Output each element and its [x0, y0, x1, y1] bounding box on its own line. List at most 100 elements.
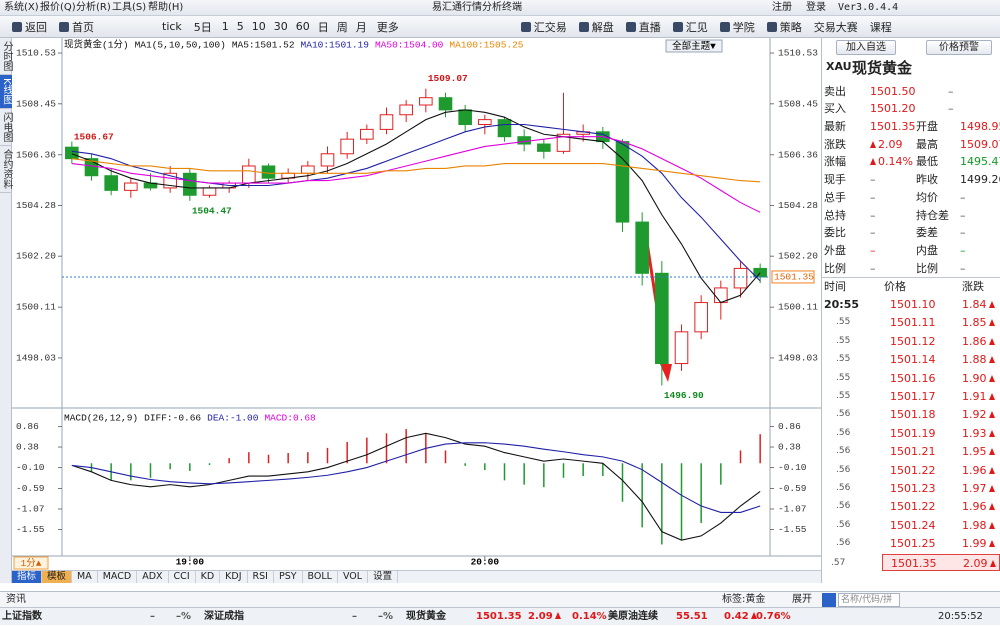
candle-body	[379, 114, 394, 130]
side-tab[interactable]: K线图	[0, 75, 12, 109]
toolbar-button[interactable]: 更多	[371, 19, 405, 35]
tick-time: 20:55	[824, 298, 860, 311]
toolbar-button[interactable]: 课程	[864, 19, 898, 35]
tick-price: 1501.19	[890, 426, 936, 440]
side-tab[interactable]: 分时图	[0, 38, 12, 75]
candle-body	[655, 272, 669, 365]
quote-value: –	[960, 261, 966, 275]
toolbar-label: 交易大赛	[813, 20, 858, 34]
toolbar-button[interactable]: 策略	[761, 19, 808, 35]
indicator-tab[interactable]: PSY	[274, 571, 303, 583]
candle-body	[615, 141, 630, 223]
toolbar-label: 解盘	[591, 20, 614, 34]
indicator-tab[interactable]: MA	[72, 571, 98, 583]
x-tick-label: 19:00	[176, 557, 205, 568]
y-tick-label-right: -0.59	[778, 483, 807, 494]
current-price-label: 1501.35	[774, 271, 814, 282]
indicator-tab[interactable]: KDJ	[220, 571, 248, 583]
tick-price: 1501.23	[890, 482, 936, 495]
quote-label: 外盘	[824, 243, 846, 257]
toolbar-button[interactable]: 学院	[714, 19, 761, 35]
tick-price: 1501.18	[890, 408, 936, 422]
toolbar-button[interactable]: 汇交易	[515, 19, 573, 35]
toolbar-button[interactable]: 5日	[188, 19, 218, 35]
toolbar-button[interactable]: 汇见	[667, 19, 714, 35]
quote-value: –	[870, 173, 876, 187]
ticker-value: 0.42	[724, 608, 757, 626]
toolbar-button[interactable]: 日	[314, 19, 333, 35]
toolbar-label: 更多	[376, 20, 399, 34]
candle-body	[261, 165, 276, 179]
period-label[interactable]: 1分▲	[21, 558, 42, 569]
y-tick-label: 1506.36	[16, 149, 56, 160]
ma-line	[71, 158, 761, 183]
toolbar-button[interactable]: 直播	[620, 19, 667, 35]
tick-change: 1.85	[962, 314, 995, 332]
expand-button[interactable]: 展开	[792, 594, 812, 605]
legend-entry: MA10:1501.19	[301, 40, 370, 51]
candle-body	[674, 331, 689, 365]
period-button[interactable]	[13, 556, 49, 570]
tick-time: .55	[836, 354, 851, 365]
y-tick-label: 1498.03	[16, 352, 56, 363]
toolbar-button[interactable]: 1	[218, 20, 233, 33]
menu-item[interactable]: 工具(S)	[112, 2, 147, 13]
tick-price: 1501.21	[890, 445, 936, 459]
indicator-tab[interactable]: MACD	[98, 571, 138, 583]
toolbar-button[interactable]: 首页	[53, 19, 100, 35]
toolbar-button[interactable]: 解盘	[573, 19, 620, 35]
indicator-tab[interactable]: 模板	[42, 571, 73, 583]
toolbar-label: 首页	[72, 20, 94, 34]
add-watch-button[interactable]: 加入自选	[836, 40, 896, 55]
quote-value: 2.09	[870, 136, 903, 154]
indicator-tab[interactable]: BOLL	[303, 571, 338, 583]
extreme-label: 1504.47	[192, 205, 232, 216]
indicator-tab[interactable]: 设置	[368, 571, 399, 583]
indicator-tab[interactable]: VOL	[338, 571, 369, 583]
quote-row: 现手 – 昨收 1499.26	[822, 171, 1000, 189]
tick-price: 1501.25	[890, 537, 936, 551]
tick-change: 1.96	[962, 498, 995, 516]
menu-item[interactable]: 系统(X)	[4, 2, 39, 13]
toolbar-button[interactable]: 5	[233, 20, 248, 33]
indicator-tab[interactable]: ADX	[137, 571, 169, 583]
search-input[interactable]: 名称/代码/拼音	[838, 593, 900, 617]
side-tab[interactable]: 闪电图	[0, 109, 12, 146]
indicator-tab[interactable]: CCI	[169, 571, 196, 583]
tick-row: .55 1501.11 1.85	[822, 314, 1000, 332]
toolbar-button[interactable]: 周	[333, 19, 352, 35]
candle-body	[242, 165, 256, 184]
toolbar-button[interactable]: 10	[248, 20, 270, 33]
theme-button-label[interactable]: 全部主题▼	[672, 40, 716, 52]
menu-item[interactable]: 报价(Q)	[40, 2, 76, 13]
y-tick-label: 1508.45	[16, 98, 56, 109]
indicator-tab[interactable]: KD	[196, 571, 221, 583]
toolbar-button[interactable]: 返回	[6, 19, 53, 35]
theme-button[interactable]	[665, 39, 723, 53]
menu-item[interactable]: 分析(R)	[76, 2, 111, 13]
login-link[interactable]: 登录	[806, 2, 826, 13]
quote-value: 1509.07	[960, 137, 1000, 151]
y-tick-label-right: 1498.03	[778, 352, 818, 363]
toolbar-button[interactable]: 交易大赛	[808, 19, 864, 35]
toolbar-button[interactable]: 月	[352, 19, 371, 35]
y-tick-label-right: 1500.11	[778, 302, 818, 313]
register-link[interactable]: 注册	[772, 2, 792, 13]
indicator-tab[interactable]: 指标	[12, 571, 43, 583]
quote-label: 最高	[916, 137, 938, 151]
tick-row: .56 1501.21 1.95	[822, 443, 1000, 461]
indicator-tab[interactable]: RSI	[248, 571, 274, 583]
toolbar-button[interactable]: 60	[292, 20, 314, 33]
toolbar-button[interactable]: tick	[156, 20, 188, 33]
toolbar-icon	[520, 21, 531, 32]
side-tab[interactable]: 合约资料	[0, 146, 12, 193]
candle-body	[635, 221, 649, 274]
menu-item[interactable]: 帮助(H)	[148, 2, 184, 13]
ticker-value: 55.51	[676, 611, 708, 622]
toolbar-button[interactable]: 30	[270, 20, 292, 33]
expand-icon[interactable]	[822, 593, 836, 607]
ticker-name: 美原油连续	[608, 611, 658, 622]
app-title: 易汇通行情分析终端	[432, 2, 522, 13]
price-alert-button[interactable]: 价格预警	[926, 40, 992, 55]
candle-body	[694, 302, 708, 333]
